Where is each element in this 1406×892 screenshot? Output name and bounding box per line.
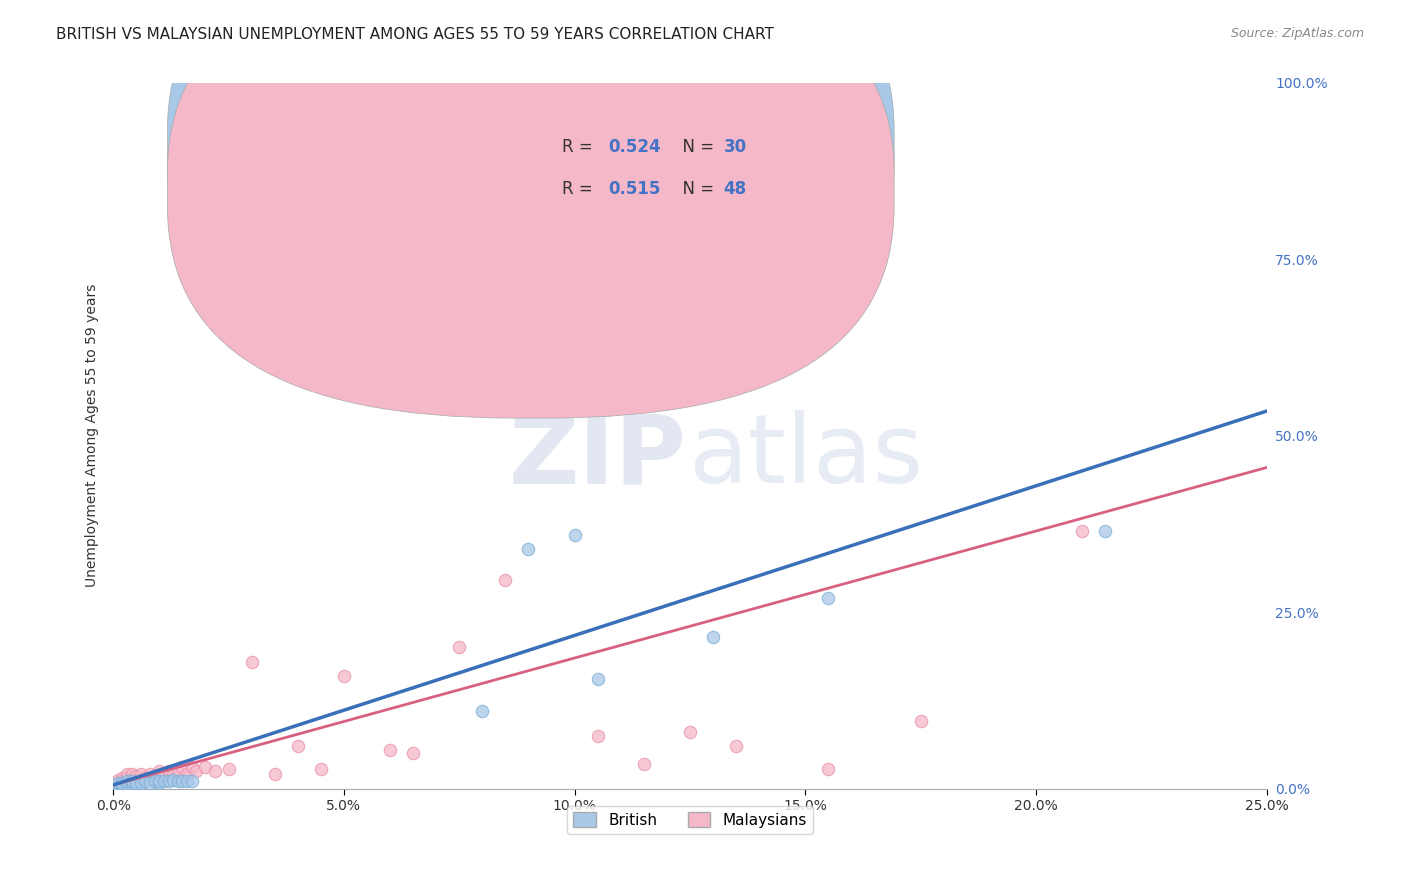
Text: N =: N =: [672, 138, 718, 156]
Point: [157, 774, 180, 789]
Point: [121, 767, 143, 781]
Point: [378, 742, 401, 756]
Point: [139, 767, 162, 781]
Point: [111, 771, 134, 785]
Point: [148, 776, 170, 790]
Text: R =: R =: [562, 138, 598, 156]
Point: [121, 774, 143, 789]
Point: [218, 762, 240, 776]
Point: [586, 672, 609, 686]
Point: [309, 762, 332, 776]
Point: [817, 762, 839, 776]
Point: [471, 704, 494, 718]
Text: 30: 30: [724, 138, 747, 156]
Point: [910, 714, 932, 729]
Point: [115, 771, 138, 785]
Point: [121, 776, 143, 790]
Point: [166, 774, 188, 789]
Point: [186, 764, 208, 778]
Point: [148, 764, 170, 778]
Point: [162, 767, 184, 781]
Point: [111, 778, 134, 792]
Point: [176, 774, 198, 789]
Point: [129, 776, 152, 790]
Point: [172, 760, 194, 774]
Point: [449, 640, 471, 655]
Point: [111, 776, 134, 790]
Point: [172, 774, 194, 789]
Point: [240, 655, 263, 669]
Text: Source: ZipAtlas.com: Source: ZipAtlas.com: [1230, 27, 1364, 40]
Point: [166, 764, 188, 778]
Point: [1071, 524, 1094, 538]
Point: [115, 774, 138, 789]
Point: [107, 778, 129, 792]
Point: [204, 764, 226, 778]
Point: [494, 574, 516, 588]
Point: [125, 769, 148, 783]
Point: [107, 773, 129, 788]
Text: 48: 48: [724, 180, 747, 199]
Point: [287, 739, 309, 754]
Text: ZIP: ZIP: [509, 410, 686, 503]
Point: [121, 774, 143, 789]
Point: [107, 778, 129, 792]
Point: [180, 760, 202, 774]
Point: [148, 774, 170, 789]
FancyBboxPatch shape: [167, 0, 894, 376]
Point: [125, 776, 148, 790]
Point: [633, 756, 655, 771]
Point: [125, 774, 148, 789]
Point: [143, 773, 166, 788]
FancyBboxPatch shape: [167, 0, 894, 418]
FancyBboxPatch shape: [488, 112, 776, 220]
Point: [115, 777, 138, 791]
Point: [180, 774, 202, 789]
Point: [1094, 524, 1116, 538]
Point: [153, 774, 176, 789]
Point: [725, 739, 748, 754]
Point: [586, 729, 609, 743]
Point: [129, 773, 152, 788]
Point: [143, 774, 166, 789]
Point: [129, 767, 152, 781]
Point: [517, 541, 540, 556]
Text: 0.515: 0.515: [607, 180, 661, 199]
Point: [540, 383, 562, 397]
Point: [194, 760, 217, 774]
Point: [402, 746, 425, 760]
Point: [333, 668, 356, 682]
Point: [679, 725, 702, 739]
Text: N =: N =: [672, 180, 718, 199]
Point: [702, 630, 724, 644]
Legend: British, Malaysians: British, Malaysians: [567, 805, 813, 834]
Point: [115, 776, 138, 790]
Point: [107, 776, 129, 790]
Point: [263, 767, 285, 781]
Point: [115, 767, 138, 781]
Point: [153, 767, 176, 781]
Point: [564, 527, 586, 541]
Text: 0.524: 0.524: [607, 138, 661, 156]
Y-axis label: Unemployment Among Ages 55 to 59 years: Unemployment Among Ages 55 to 59 years: [86, 284, 100, 588]
Point: [139, 776, 162, 790]
Text: R =: R =: [562, 180, 598, 199]
Point: [107, 776, 129, 790]
Point: [817, 591, 839, 605]
Point: [134, 771, 156, 785]
Point: [134, 774, 156, 789]
Point: [157, 764, 180, 778]
Text: atlas: atlas: [688, 410, 922, 503]
Point: [111, 774, 134, 789]
Point: [176, 767, 198, 781]
Point: [162, 773, 184, 788]
Point: [125, 778, 148, 792]
Text: BRITISH VS MALAYSIAN UNEMPLOYMENT AMONG AGES 55 TO 59 YEARS CORRELATION CHART: BRITISH VS MALAYSIAN UNEMPLOYMENT AMONG …: [56, 27, 775, 42]
Point: [111, 778, 134, 792]
Point: [148, 771, 170, 785]
